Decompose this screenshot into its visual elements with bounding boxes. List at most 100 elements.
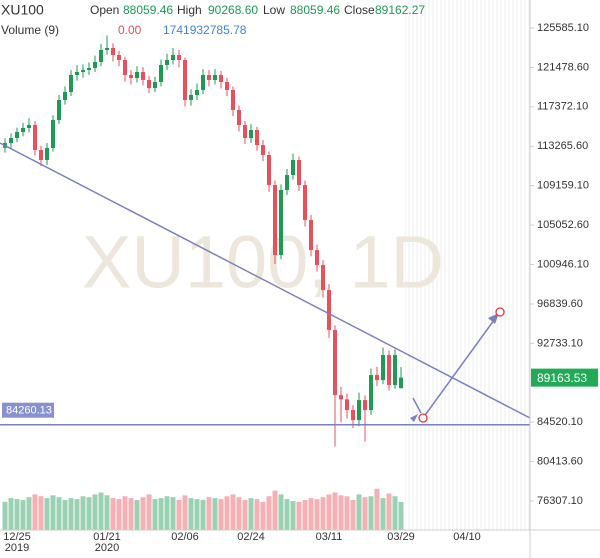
candle-body bbox=[375, 375, 379, 381]
volume-bar bbox=[278, 494, 284, 530]
volume-bar bbox=[56, 497, 62, 530]
candle-body bbox=[105, 47, 109, 50]
volume-bar bbox=[272, 490, 278, 530]
volume-bar bbox=[326, 494, 332, 530]
candle-body bbox=[45, 148, 49, 161]
candle-body bbox=[237, 110, 241, 126]
volume-bar bbox=[242, 500, 248, 530]
y-tick-label: 105052.60 bbox=[537, 219, 589, 231]
candle-body bbox=[183, 59, 187, 101]
candle-body bbox=[285, 175, 289, 191]
volume-ma: 1741932785.78 bbox=[163, 23, 247, 37]
candle-body bbox=[141, 71, 145, 80]
candle-body bbox=[231, 89, 235, 111]
candle-body bbox=[291, 160, 295, 176]
candle-body bbox=[129, 74, 133, 78]
candle-pane bbox=[3, 35, 403, 447]
volume-bar bbox=[128, 498, 134, 530]
candle-body bbox=[57, 100, 61, 121]
volume-bar bbox=[92, 494, 98, 530]
candle-body bbox=[369, 375, 373, 411]
price-tag-label: 84260.13 bbox=[6, 405, 52, 417]
volume-bar bbox=[332, 492, 338, 530]
volume-bar bbox=[146, 494, 152, 530]
legend-value: 89162.27 bbox=[375, 3, 425, 17]
volume-bar bbox=[176, 500, 182, 530]
volume-pane bbox=[2, 488, 404, 530]
volume-bar bbox=[398, 501, 404, 530]
candle-body bbox=[255, 130, 259, 146]
volume-bar bbox=[236, 497, 242, 530]
volume-bar bbox=[296, 501, 302, 530]
candle-body bbox=[339, 395, 343, 400]
x-tick-label: 03/29 bbox=[387, 531, 415, 543]
volume-bar bbox=[62, 500, 68, 530]
y-tick-label: 96839.60 bbox=[537, 298, 583, 310]
volume-bar bbox=[26, 497, 32, 530]
candle-body bbox=[177, 54, 181, 60]
candle-body bbox=[189, 94, 193, 101]
x-tick-label: 01/21 2020 bbox=[93, 531, 121, 554]
candle-body bbox=[309, 220, 313, 251]
candle-body bbox=[111, 47, 115, 55]
volume-bar bbox=[152, 499, 158, 530]
volume-label: Volume (9) bbox=[1, 23, 59, 37]
x-tick-label: 03/11 bbox=[315, 531, 343, 543]
candle-body bbox=[321, 265, 325, 291]
candle-body bbox=[393, 355, 397, 386]
volume-bar bbox=[74, 499, 80, 530]
volume-bar bbox=[308, 498, 314, 530]
watermark: XU100, 1D bbox=[82, 221, 444, 304]
candle-body bbox=[75, 71, 79, 75]
volume-bar bbox=[164, 496, 170, 530]
volume-bar bbox=[170, 497, 176, 530]
candle-body bbox=[117, 54, 121, 60]
volume-bar bbox=[266, 496, 272, 530]
volume-bar bbox=[212, 498, 218, 530]
volume-bar bbox=[254, 499, 260, 530]
candle-body bbox=[297, 160, 301, 186]
volume-bar bbox=[122, 496, 128, 530]
volume-bar bbox=[98, 492, 104, 530]
volume-bar bbox=[284, 499, 290, 530]
legend-value: 90268.60 bbox=[208, 3, 258, 17]
volume-bar bbox=[44, 498, 50, 530]
candle-body bbox=[279, 190, 283, 256]
arrow-line bbox=[422, 315, 498, 419]
anchor-point[interactable] bbox=[418, 413, 428, 423]
candle-body bbox=[387, 355, 391, 386]
arrow-head bbox=[488, 313, 499, 324]
volume-bar bbox=[362, 497, 368, 530]
candle-body bbox=[159, 64, 163, 83]
volume-bar bbox=[68, 498, 74, 530]
volume-bar bbox=[290, 500, 296, 530]
overlay: 84260.13 89163.53 bbox=[0, 368, 598, 426]
volume-bar bbox=[188, 498, 194, 530]
volume-bar bbox=[140, 497, 146, 530]
volume-bar bbox=[344, 496, 350, 530]
y-tick-label: 84520.10 bbox=[537, 416, 583, 428]
candle-body bbox=[357, 400, 361, 421]
volume-bar bbox=[218, 499, 224, 530]
anchor-point[interactable] bbox=[495, 307, 505, 317]
legend-label: Low bbox=[263, 3, 285, 17]
volume-change: 0.00 bbox=[118, 23, 142, 37]
x-tick-label: 02/24 bbox=[237, 531, 265, 543]
volume-bar bbox=[134, 500, 140, 530]
volume-bar bbox=[356, 494, 362, 530]
volume-bar bbox=[200, 500, 206, 530]
legend-label: High bbox=[177, 3, 202, 17]
volume-bar bbox=[230, 494, 236, 530]
y-tick-label: 117372.10 bbox=[537, 101, 588, 113]
candle-body bbox=[381, 355, 385, 381]
candle-body bbox=[261, 145, 265, 156]
arrow-line bbox=[412, 397, 422, 414]
candle-body bbox=[399, 377, 403, 389]
candle-body bbox=[9, 138, 13, 144]
candle-body bbox=[351, 410, 355, 421]
candle-body bbox=[135, 71, 139, 78]
candle-body bbox=[123, 59, 127, 75]
candle-body bbox=[39, 150, 43, 161]
candle-body bbox=[63, 92, 67, 101]
volume-bar bbox=[104, 495, 110, 530]
